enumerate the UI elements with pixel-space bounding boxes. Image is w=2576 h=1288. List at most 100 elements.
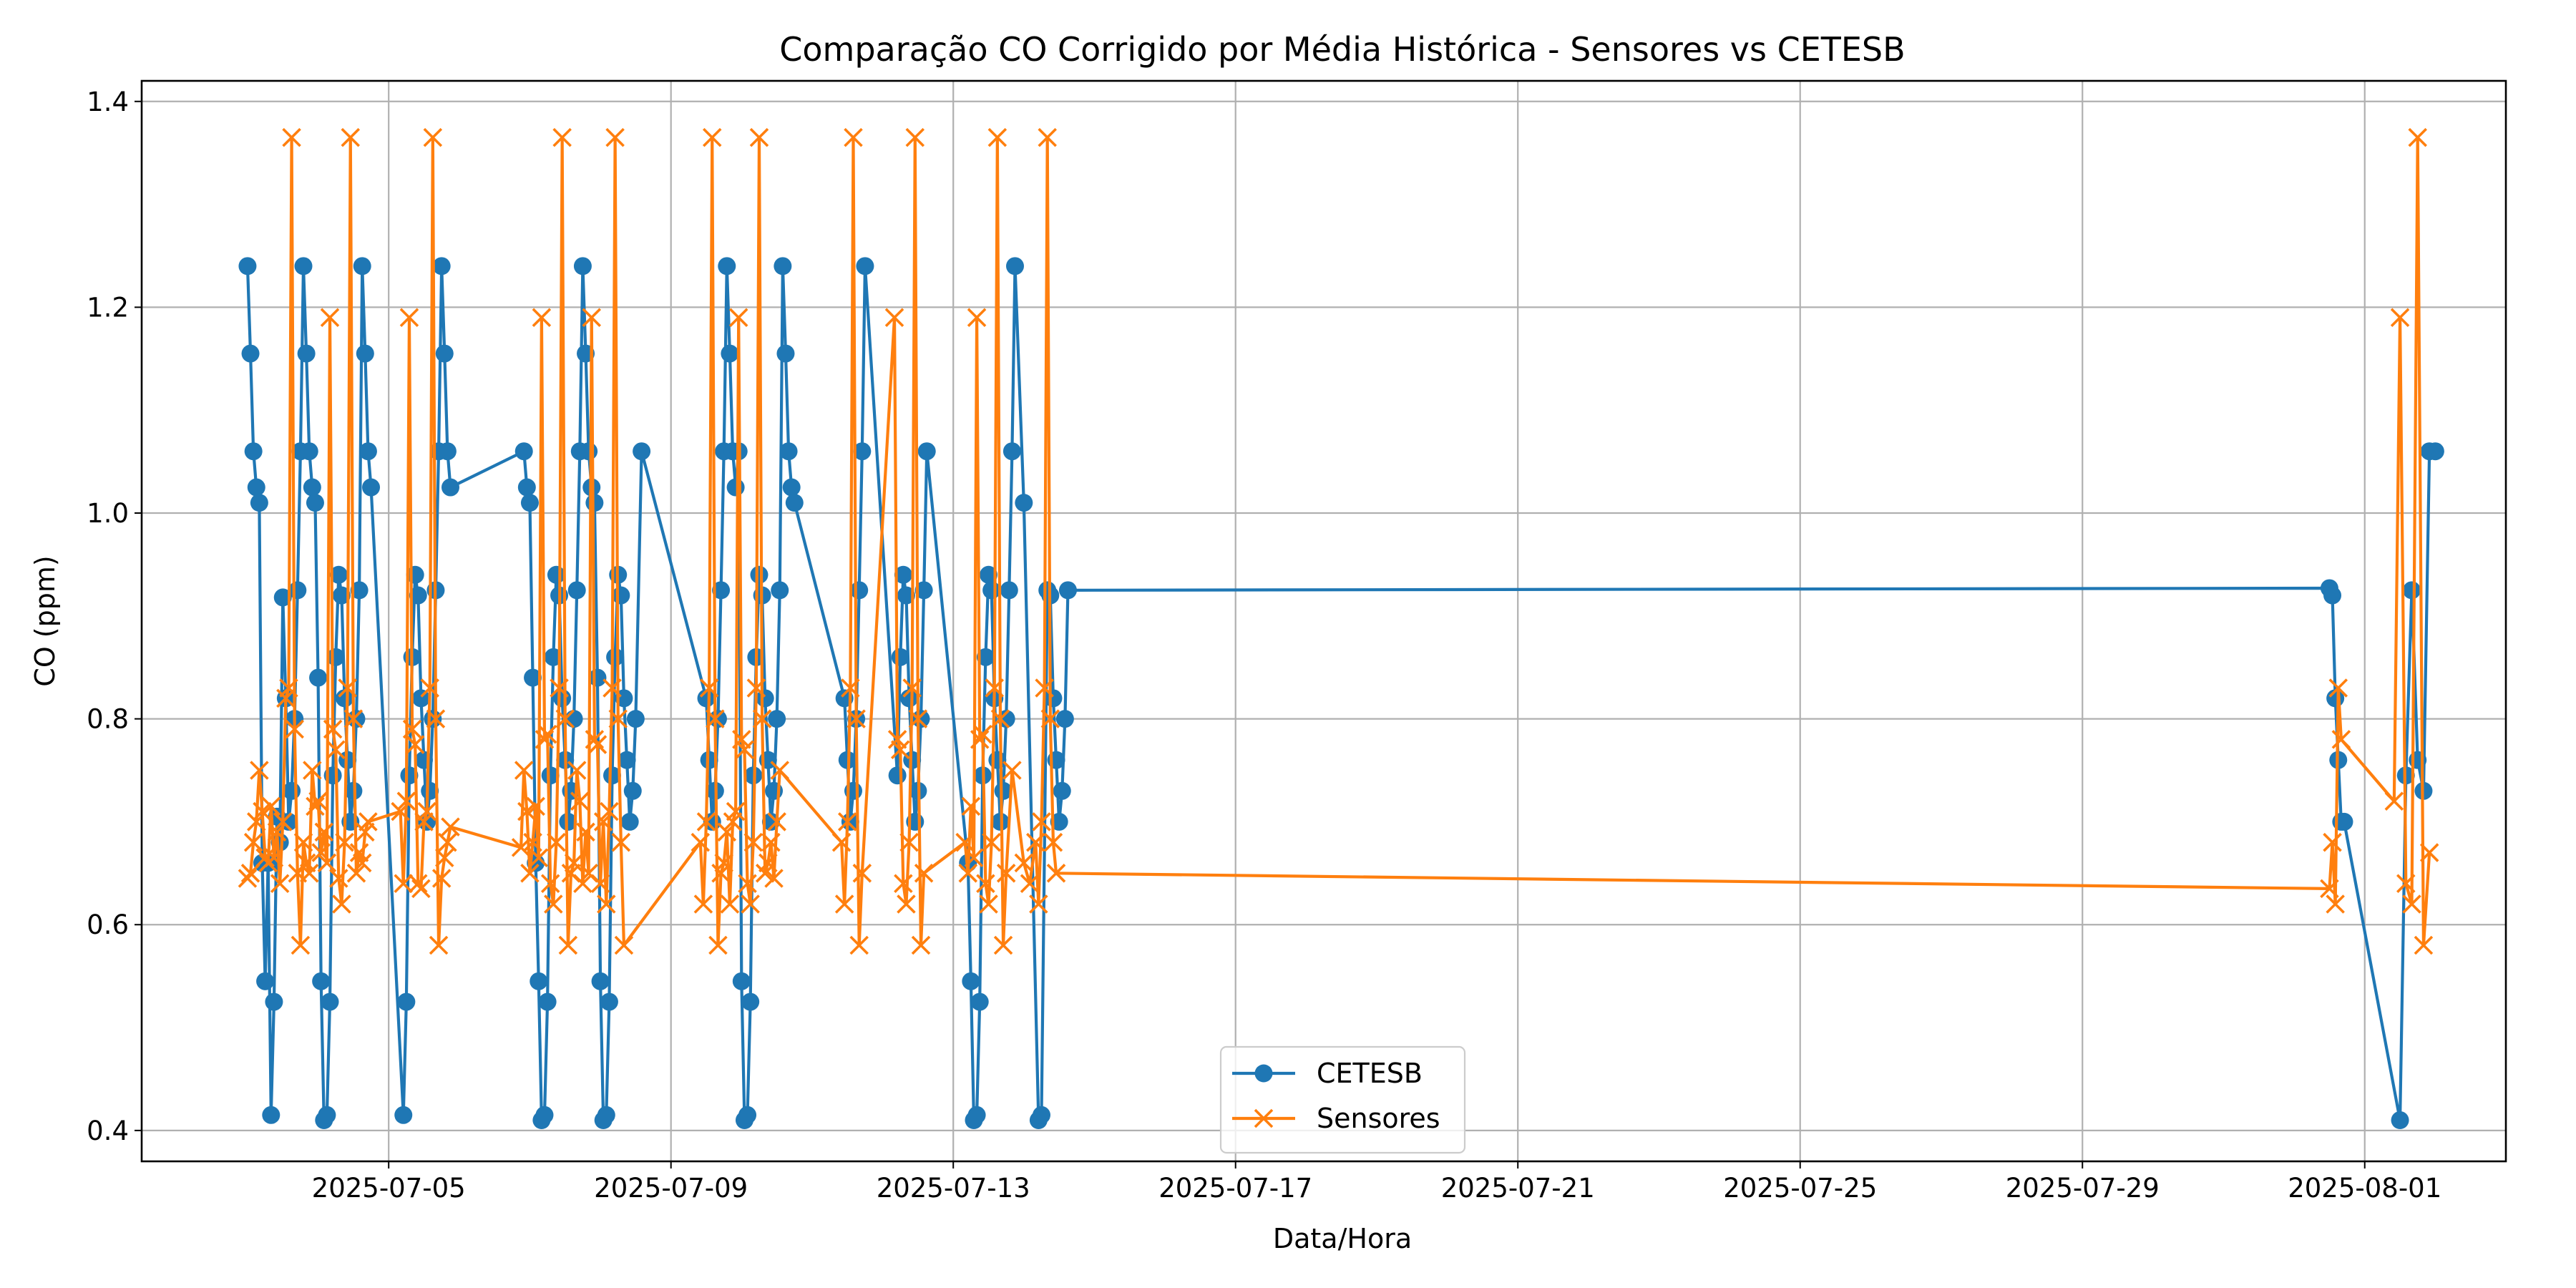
y-tick-label: 1.4 xyxy=(87,87,129,117)
legend-marker xyxy=(1254,1108,1274,1128)
data-point xyxy=(603,766,622,785)
data-point xyxy=(532,308,552,328)
data-point xyxy=(350,581,369,600)
data-point xyxy=(771,581,789,600)
data-point xyxy=(559,812,577,831)
data-point xyxy=(708,935,728,955)
data-point xyxy=(976,648,995,666)
data-point xyxy=(567,761,587,780)
data-point xyxy=(1046,864,1066,883)
data-point xyxy=(693,894,713,914)
series-layer xyxy=(238,127,2444,1129)
data-point xyxy=(1025,832,1045,852)
data-point xyxy=(746,678,766,698)
data-point xyxy=(706,709,725,728)
data-point xyxy=(396,791,416,811)
data-point xyxy=(2414,935,2434,955)
x-tick-label: 2025-08-01 xyxy=(2288,1173,2441,1204)
data-point xyxy=(255,848,275,868)
data-point xyxy=(332,586,351,605)
data-point xyxy=(914,581,933,600)
data-point xyxy=(1053,781,1071,800)
data-point xyxy=(321,992,339,1011)
data-point xyxy=(409,586,427,605)
data-point xyxy=(955,832,975,852)
data-point xyxy=(1032,1106,1050,1124)
data-point xyxy=(897,894,916,914)
data-point xyxy=(967,308,987,328)
data-point xyxy=(600,992,618,1011)
data-point xyxy=(262,1106,280,1124)
data-point xyxy=(768,710,786,728)
data-point xyxy=(982,832,1001,852)
data-point xyxy=(576,822,595,842)
data-point xyxy=(897,586,915,605)
data-point xyxy=(590,874,610,893)
data-point xyxy=(547,832,566,852)
data-point xyxy=(1040,709,1060,728)
data-point xyxy=(782,478,801,497)
data-point xyxy=(270,874,290,893)
data-point xyxy=(540,874,560,893)
data-point xyxy=(608,709,628,728)
data-point xyxy=(438,832,457,852)
data-point xyxy=(905,127,925,147)
x-tick-label: 2025-07-13 xyxy=(877,1173,1030,1204)
data-point xyxy=(761,832,781,852)
data-point xyxy=(297,344,316,363)
data-point xyxy=(970,992,989,1011)
data-point xyxy=(726,801,746,821)
data-point xyxy=(552,127,572,147)
data-point xyxy=(565,710,583,728)
data-point xyxy=(338,678,357,698)
data-point xyxy=(1055,710,1074,728)
data-point xyxy=(996,864,1016,883)
data-point xyxy=(558,935,578,955)
data-point xyxy=(1038,127,1057,147)
data-point xyxy=(303,761,322,780)
data-point xyxy=(2390,308,2410,328)
data-point xyxy=(587,735,608,754)
data-point xyxy=(702,127,722,147)
data-point xyxy=(1032,812,1051,831)
data-point xyxy=(523,832,542,852)
data-point xyxy=(2419,843,2439,862)
data-point xyxy=(770,761,790,780)
data-point xyxy=(2323,586,2342,605)
data-point xyxy=(911,935,931,955)
data-point xyxy=(564,853,584,873)
series-sensores xyxy=(238,127,2439,955)
data-point xyxy=(964,848,984,868)
data-point xyxy=(1043,832,1063,852)
data-point xyxy=(329,565,348,584)
data-point xyxy=(293,832,313,852)
data-point xyxy=(894,874,913,893)
data-point xyxy=(438,442,457,461)
data-point xyxy=(431,869,452,888)
data-point xyxy=(605,127,625,147)
data-point xyxy=(573,874,592,893)
data-point xyxy=(2323,832,2342,852)
data-point xyxy=(1014,853,1034,873)
data-point xyxy=(358,442,377,461)
data-point xyxy=(441,478,459,497)
data-point xyxy=(417,801,436,821)
data-point xyxy=(1035,678,1054,698)
data-point xyxy=(853,442,872,461)
x-tick-label: 2025-07-17 xyxy=(1158,1173,1312,1204)
data-point xyxy=(394,1106,413,1124)
data-point xyxy=(2328,678,2348,698)
data-point xyxy=(426,709,446,728)
data-point xyxy=(397,992,416,1011)
data-point xyxy=(555,709,575,728)
data-point xyxy=(247,478,265,497)
data-point xyxy=(573,257,592,275)
x-tick-label: 2025-07-21 xyxy=(1441,1173,1595,1204)
data-point xyxy=(2396,874,2416,893)
data-point xyxy=(1000,581,1018,600)
data-point xyxy=(962,972,980,990)
data-point xyxy=(530,972,548,990)
data-point xyxy=(318,1106,336,1124)
data-point xyxy=(633,442,651,461)
data-point xyxy=(264,848,284,868)
